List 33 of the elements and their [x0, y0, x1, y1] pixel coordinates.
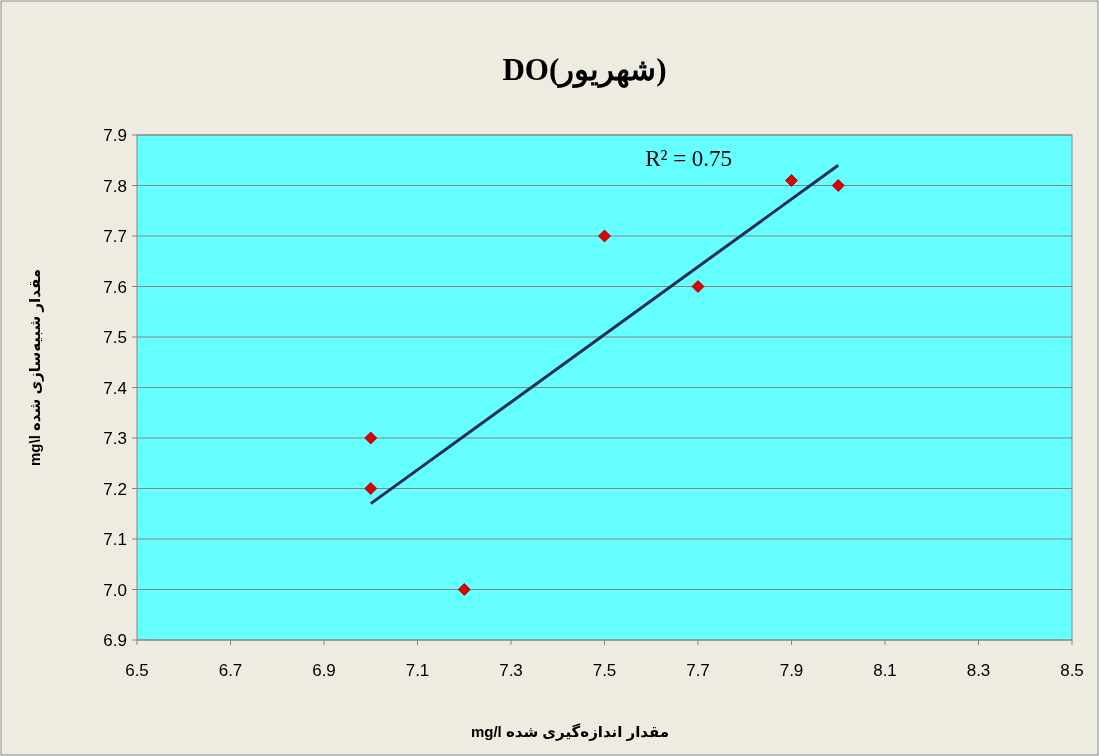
- y-tick-label: 7.5: [103, 328, 127, 347]
- y-tick-label: 7.7: [103, 227, 127, 246]
- y-axis-title: مقدار شبیه‌سازی شده mg\l: [26, 268, 44, 467]
- x-tick-label: 7.1: [405, 661, 430, 680]
- point: [831, 179, 845, 192]
- chart-title: DO(شهریور): [502, 52, 667, 89]
- x-tick-label: 6.5: [125, 661, 149, 680]
- y-tick-label: 7.8: [103, 176, 127, 196]
- x-tick-label: 7.5: [592, 661, 617, 680]
- y-tick-label: 7.2: [103, 479, 127, 499]
- x-tick-label: 7.7: [686, 661, 710, 680]
- point: [364, 482, 378, 495]
- y-tick-label: 7.9: [103, 126, 127, 145]
- y-tick-label: 7.0: [103, 580, 127, 600]
- annotation: R² = 0.75: [645, 146, 733, 171]
- point: [691, 280, 705, 293]
- y-tick-label: 7.6: [103, 277, 127, 297]
- point: [364, 431, 378, 445]
- x-tick-label: 8.5: [1060, 661, 1084, 680]
- point: [785, 174, 798, 187]
- x-axis-title: مقدار اندازه‌گیری شده mg/l: [470, 723, 670, 741]
- x-tick-label: 8.1: [873, 661, 897, 680]
- x-tick-label: 6.9: [312, 661, 336, 680]
- x-tick-label: 7.3: [499, 661, 523, 680]
- x-tick-label: 8.3: [966, 661, 991, 680]
- y-tick-label: 6.9: [103, 631, 127, 650]
- point: [457, 583, 471, 596]
- y-tick-label: 7.3: [103, 429, 127, 448]
- x-tick-label: 7.9: [779, 661, 804, 680]
- point: [598, 229, 611, 243]
- y-tick-label: 7.4: [103, 378, 127, 398]
- x-tick-label: 6.7: [218, 661, 243, 680]
- y-tick-label: 7.1: [103, 530, 127, 549]
